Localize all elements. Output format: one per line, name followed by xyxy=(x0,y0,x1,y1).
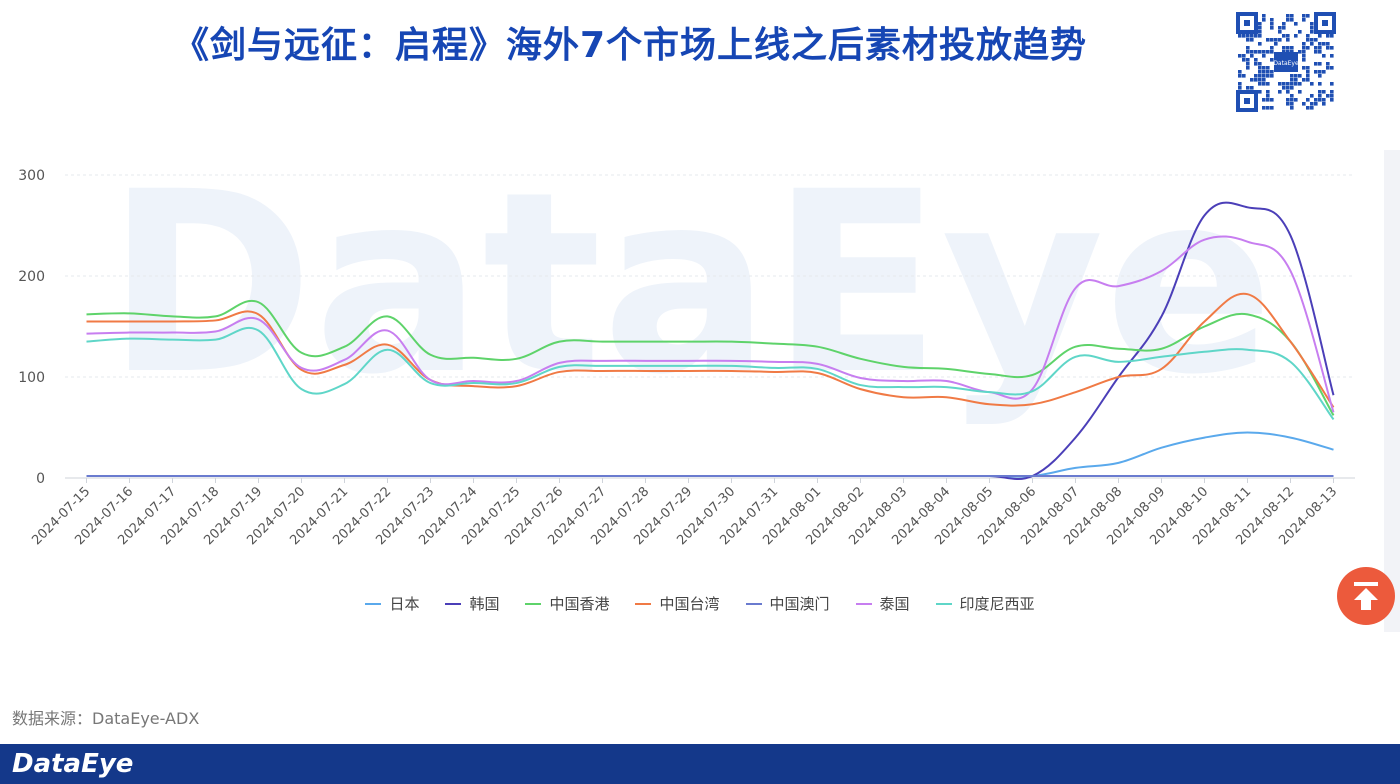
legend-label: 印度尼西亚 xyxy=(959,595,1035,613)
y-tick-label: 300 xyxy=(18,168,45,184)
footer-bar: DataEye xyxy=(0,744,1400,784)
line-chart: DataEye 01002003002024-07-152024-07-1620… xyxy=(18,140,1355,548)
footer-logo: DataEye xyxy=(12,749,134,779)
series-line-5 xyxy=(86,235,1335,413)
y-tick-label: 0 xyxy=(36,471,45,487)
legend-label: 泰国 xyxy=(879,595,910,613)
legend-swatch xyxy=(445,602,462,605)
grid xyxy=(65,174,1355,479)
legend-swatch xyxy=(855,602,872,605)
legend-swatch xyxy=(365,602,382,605)
side-panel-edge xyxy=(1384,150,1400,632)
legend-swatch xyxy=(525,602,542,605)
arrow-up-icon xyxy=(1354,582,1378,610)
qr-code: DataEye xyxy=(1236,12,1336,112)
series-line-2 xyxy=(86,299,1335,416)
legend-item[interactable]: 韩国 xyxy=(445,593,499,614)
series-line-0 xyxy=(86,431,1334,478)
legend-label: 韩国 xyxy=(469,595,500,613)
watermark: DataEye xyxy=(106,140,1274,429)
legend-item[interactable]: 中国澳门 xyxy=(745,593,830,614)
legend-item[interactable]: 印度尼西亚 xyxy=(935,593,1035,614)
legend-swatch xyxy=(635,602,652,605)
source-note: 数据来源：DataEye-ADX xyxy=(12,709,200,728)
legend-label: 日本 xyxy=(389,595,420,613)
y-tick-label: 100 xyxy=(18,370,45,386)
y-tick-label: 200 xyxy=(18,269,45,285)
series-lines xyxy=(86,201,1335,481)
legend-item[interactable]: 泰国 xyxy=(855,593,910,614)
legend-label: 中国澳门 xyxy=(769,595,830,613)
legend-item[interactable]: 日本 xyxy=(365,593,419,614)
page-title: 《剑与远征：启程》海外7个市场上线之后素材投放趋势 xyxy=(172,25,1088,66)
qr-center-label: DataEye xyxy=(1273,60,1299,67)
series-line-6 xyxy=(86,326,1335,421)
legend-swatch xyxy=(745,602,762,605)
legend-label: 中国香港 xyxy=(549,595,610,613)
legend[interactable]: 日本 韩国 中国香港 中国台湾 中国澳门 泰国 印度尼西亚 xyxy=(0,593,1400,614)
legend-item[interactable]: 中国台湾 xyxy=(635,593,720,614)
scroll-to-top-button[interactable] xyxy=(1337,567,1395,625)
legend-item[interactable]: 中国香港 xyxy=(525,593,609,614)
legend-swatch xyxy=(935,602,952,605)
series-line-3 xyxy=(86,292,1335,408)
legend-label: 中国台湾 xyxy=(659,595,720,613)
